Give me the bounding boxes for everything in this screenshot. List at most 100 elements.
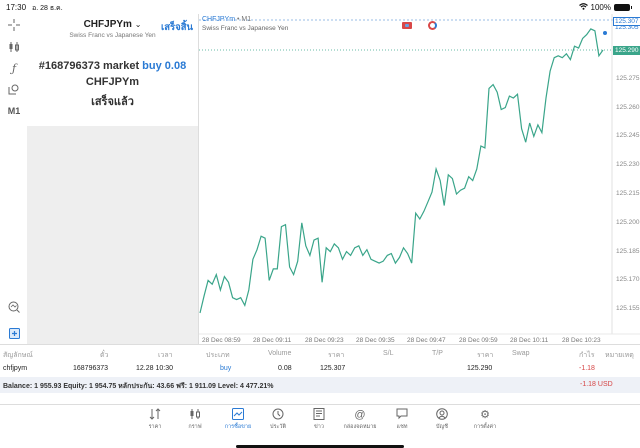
col-comment: หมายเหตุ xyxy=(605,352,634,359)
y-tick: 125.155 xyxy=(616,305,640,312)
done-button[interactable]: เสร็จสิ้น xyxy=(160,22,193,33)
order-side: buy 0.08 xyxy=(142,60,187,72)
price-chart[interactable]: CHFJPYm • M1 Swiss Franc vs Japanese Yen… xyxy=(198,14,640,344)
chevron-down-icon: ⌄ xyxy=(134,20,142,29)
tab-quotes[interactable]: ราคา xyxy=(135,408,175,431)
x-tick: 28 Dec 09:47 xyxy=(407,337,446,344)
tab-label: การซื้อขาย xyxy=(224,424,252,430)
chat-icon xyxy=(382,408,422,422)
x-tick: 28 Dec 08:59 xyxy=(202,337,241,344)
settings-icon: ⚙ xyxy=(480,409,490,421)
col-symbol: สัญลักษณ์ xyxy=(3,352,33,359)
symbol-selector[interactable]: CHFJPYm ⌄ xyxy=(27,19,198,30)
market-status-icon[interactable] xyxy=(428,21,437,30)
chart-search-icon[interactable] xyxy=(4,298,24,316)
status-date: อ. 28 ธ.ค. xyxy=(32,5,63,12)
y-tick: 125.200 xyxy=(616,219,640,226)
col-swap: Swap xyxy=(512,350,530,357)
one-click-trading-icon[interactable] xyxy=(402,22,412,29)
quotes-icon xyxy=(135,408,175,422)
wifi-icon xyxy=(578,3,588,12)
order-status: เสร็จแล้ว xyxy=(91,96,134,108)
ask-price-under: 125.305 xyxy=(615,24,639,31)
positions-table: สัญลักษณ์ ตั๋ว เวลา ประเภท Volume ราคา S… xyxy=(0,344,640,404)
tab-label: บัญชี xyxy=(436,424,448,430)
y-tick: 125.170 xyxy=(616,276,640,283)
mailbox-icon: @ xyxy=(354,409,366,421)
tab-label: ประวัติ xyxy=(269,424,287,430)
tab-label: กราฟ xyxy=(188,424,202,430)
status-right: 100% xyxy=(578,3,632,12)
function-icon[interactable]: ƒ xyxy=(11,61,17,75)
col-type: ประเภท xyxy=(206,352,230,359)
tab-account[interactable]: บัญชี xyxy=(422,408,462,431)
tab-history[interactable]: ประวัติ xyxy=(258,408,298,431)
symbol-name: CHFJPYm xyxy=(83,19,132,30)
tab-news[interactable]: ข่าว xyxy=(299,408,339,431)
table-row[interactable]: chfjpym 168796373 12.28 10:30 buy 0.08 1… xyxy=(0,362,640,376)
tab-label: แชท xyxy=(396,424,408,430)
col-time: เวลา xyxy=(158,352,173,359)
x-tick: 28 Dec 09:59 xyxy=(459,337,498,344)
order-marker-icon xyxy=(603,31,607,35)
y-tick: 125.185 xyxy=(616,248,640,255)
status-bar: 17:30 อ. 28 ธ.ค. 100% xyxy=(0,0,640,14)
tab-chat[interactable]: แชท xyxy=(382,408,422,431)
col-sl: S/L xyxy=(383,350,394,357)
tab-settings[interactable]: ⚙ การตั้งค่า xyxy=(465,408,505,431)
col-open-price: ราคา xyxy=(328,352,345,359)
y-tick: 125.230 xyxy=(616,161,640,168)
total-profit-currency: USD xyxy=(597,381,613,388)
tab-label: กล่องจดหมาย xyxy=(343,424,377,430)
chart-symbol: CHFJPYm xyxy=(202,16,236,23)
chart-symbol-header: CHFJPYm • M1 xyxy=(202,16,251,23)
tab-mailbox[interactable]: @ กล่องจดหมาย xyxy=(340,408,380,431)
battery-percent: 100% xyxy=(590,3,611,12)
x-tick: 28 Dec 09:11 xyxy=(253,337,292,344)
order-summary: #168796373 market buy 0.08 xyxy=(27,60,198,72)
crosshair-icon[interactable] xyxy=(4,16,24,34)
total-profit-value: -1.18 xyxy=(580,381,596,388)
status-time: 17:30 xyxy=(6,3,27,12)
history-icon xyxy=(258,408,298,422)
tab-label: การตั้งค่า xyxy=(473,424,497,430)
y-tick: 125.260 xyxy=(616,104,640,111)
x-tick: 28 Dec 09:35 xyxy=(356,337,395,344)
tab-label: ข่าว xyxy=(314,424,324,430)
x-tick: 28 Dec 10:23 xyxy=(562,337,601,344)
order-symbol: CHFJPYm xyxy=(85,76,140,88)
objects-icon[interactable] xyxy=(4,80,24,98)
balance-text: Balance: 1 955.93 Equity: 1 954.75 หลักป… xyxy=(3,383,274,390)
news-icon xyxy=(299,408,339,422)
chart-canvas[interactable] xyxy=(199,14,640,344)
cell-symbol: chfjpym xyxy=(3,365,28,372)
price-line xyxy=(199,28,604,314)
x-tick: 28 Dec 10:11 xyxy=(510,337,549,344)
y-tick: 125.245 xyxy=(616,132,640,139)
account-icon xyxy=(422,408,462,422)
col-volume: Volume xyxy=(268,350,292,357)
balance-summary: Balance: 1 955.93 Equity: 1 954.75 หลักป… xyxy=(0,377,640,393)
cell-ticket: 168796373 xyxy=(73,365,109,372)
bottom-tab-bar: ราคา กราฟ การซื้อขาย ประวัติ ข่าว @ กล่อ… xyxy=(0,404,640,448)
chart-toolbar: ƒ M1 xyxy=(0,14,27,344)
timeframe-button[interactable]: M1 xyxy=(7,106,21,116)
tab-trade[interactable]: การซื้อขาย xyxy=(218,408,258,431)
charts-icon xyxy=(175,408,215,422)
chart-description: Swiss Franc vs Japanese Yen xyxy=(202,25,289,32)
col-profit: กำไร xyxy=(579,352,595,359)
total-profit: -1.18 USD xyxy=(580,381,613,388)
col-ticket: ตั๋ว xyxy=(100,352,109,359)
chart-timeframe: M1 xyxy=(241,16,252,23)
cell-profit: -1.18 xyxy=(579,365,595,372)
indicators-icon[interactable] xyxy=(4,38,24,56)
y-tick: 125.275 xyxy=(616,75,640,82)
y-tick: 125.215 xyxy=(616,190,640,197)
bid-price-tag: 125.290 xyxy=(613,46,640,55)
ask-price-tag: 125.307 xyxy=(613,17,640,26)
cell-open-price: 125.307 xyxy=(320,365,346,372)
col-tp: T/P xyxy=(432,350,443,357)
cell-volume: 0.08 xyxy=(278,365,292,372)
new-order-icon[interactable] xyxy=(4,324,24,342)
tab-charts[interactable]: กราฟ xyxy=(175,408,215,431)
